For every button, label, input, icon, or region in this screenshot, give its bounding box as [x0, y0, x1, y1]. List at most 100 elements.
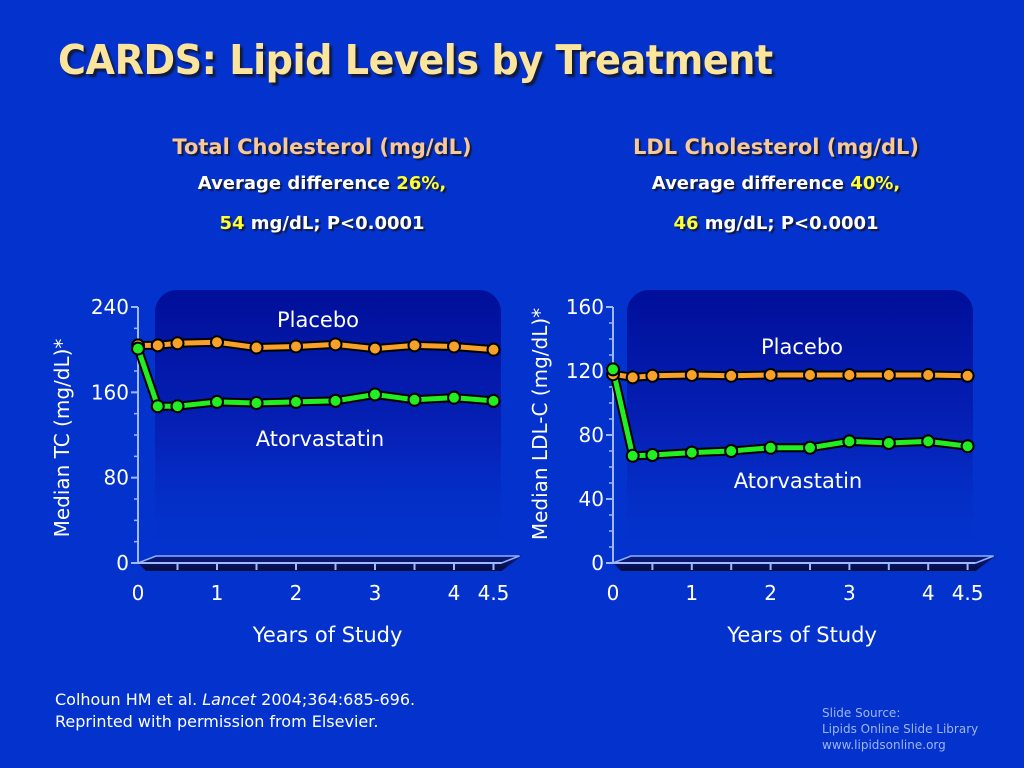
- tc-atorvastatin-point: [131, 341, 145, 356]
- citation-ref: 2004;364:685-696.: [261, 690, 416, 709]
- ldl-placebo-point: [763, 368, 778, 382]
- tc-x-tick-label: 4: [448, 581, 461, 605]
- ldl-x-tick-label: 1: [685, 581, 698, 605]
- tc-placebo-point: [486, 342, 501, 357]
- ldl-atorvastatin-point: [763, 440, 778, 455]
- ldl-placebo-point: [803, 368, 817, 382]
- tc-x-tick-label: 3: [369, 581, 382, 605]
- ldl-x-axis-title: Years of Study: [726, 623, 877, 647]
- tc-atorvastatin-point: [210, 394, 224, 409]
- ldl-y-axis-title: Median LDL-C (mg/dL)*: [528, 308, 552, 540]
- tc-floor-edge: [137, 555, 520, 564]
- ldl-x-tick-label: 3: [843, 581, 856, 605]
- slide-title: CARDS: Lipid Levels by Treatment: [58, 36, 773, 84]
- ldl-avg-diff-label: Average difference: [651, 173, 845, 194]
- tc-atorvastatin-point: [486, 393, 501, 408]
- tc-heading: Total Cholesterol (mg/dL): [172, 135, 472, 159]
- tc-y-tick-label: 240: [91, 295, 129, 319]
- ldl-avg-diff-percent: 40%,: [850, 173, 901, 194]
- tc-placebo-point: [289, 339, 303, 354]
- citation-line-2: Reprinted with permission from Elsevier.: [55, 712, 379, 731]
- tc-atorvastatin-point: [407, 392, 422, 407]
- ldl-placebo-point: [921, 368, 936, 382]
- ldl-atorvastatin-point: [881, 436, 896, 450]
- source-line-2: Lipids Online Slide Library: [822, 722, 979, 736]
- tc-atorvastatin-point: [447, 390, 461, 405]
- tc-diff-mgdl-line: 54 mg/dL; P<0.0001: [92, 204, 552, 244]
- tc-x-tick-label: 0: [132, 581, 145, 605]
- ldl-y-tick-label: 120: [566, 359, 604, 383]
- citation-line-1: Colhoun HM et al. Lancet 2004;364:685-69…: [55, 689, 415, 711]
- tc-series-label-atorvastatin: Atorvastatin: [256, 427, 384, 451]
- ldl-atorvastatin-point: [606, 362, 620, 377]
- source-line-1: Slide Source:: [822, 706, 901, 720]
- tc-placebo-point: [249, 340, 264, 355]
- ldl-diff-mgdl-line: 46 mg/dL; P<0.0001: [546, 204, 1006, 244]
- tc-atorvastatin-point: [289, 394, 303, 409]
- tc-summary: Total Cholesterol (mg/dL) Average differ…: [92, 130, 552, 244]
- tc-atorvastatin-point: [170, 399, 185, 414]
- tc-diff-mgdl-suffix: mg/dL; P<0.0001: [250, 213, 425, 234]
- ldl-placebo-point: [625, 370, 640, 385]
- ldl-atorvastatin-point: [625, 448, 640, 463]
- ldl-atorvastatin-point: [960, 439, 975, 454]
- ldl-atorvastatin-point: [645, 448, 660, 462]
- ldl-atorvastatin-point: [724, 444, 739, 458]
- tc-avg-diff-line: Average difference 26%,: [92, 164, 552, 204]
- source-line-3[interactable]: www.lipidsonline.org: [822, 738, 946, 752]
- tc-y-tick-label: 0: [116, 551, 129, 575]
- ldl-atorvastatin-point: [921, 434, 936, 449]
- ldl-x-tick-label: 4.5: [952, 581, 984, 605]
- ldl-floor-edge: [612, 555, 994, 564]
- ldl-y-tick-label: 160: [566, 295, 604, 319]
- ldl-heading: LDL Cholesterol (mg/dL): [632, 135, 919, 159]
- slide-source: Slide Source: Lipids Online Slide Librar…: [822, 705, 978, 753]
- ldl-avg-diff-line: Average difference 40%,: [546, 164, 1006, 204]
- tc-placebo-point: [150, 338, 165, 353]
- tc-placebo-point: [447, 339, 461, 354]
- ldl-placebo-point: [724, 368, 739, 383]
- tc-placebo-point: [407, 338, 422, 353]
- tc-placebo-point: [210, 335, 224, 350]
- ldl-series-label-placebo: Placebo: [761, 335, 843, 359]
- ldl-x-tick-label: 4: [922, 581, 935, 605]
- citation-authors: Colhoun HM et al.: [55, 690, 198, 709]
- ldl-chart: 0 40 80 120 160 0 1 2 3 4 4.5 Years of Study Median …: [528, 290, 996, 647]
- tc-atorvastatin-point: [249, 396, 264, 410]
- tc-placebo-point: [328, 337, 343, 352]
- tc-y-axis-title: Median TC (mg/dL)*: [50, 339, 74, 538]
- tc-plot-panel: [155, 290, 501, 562]
- tc-diff-mgdl-value: 54: [219, 213, 245, 234]
- tc-series-label-placebo: Placebo: [277, 308, 359, 332]
- tc-x-tick-label: 2: [290, 581, 303, 605]
- ldl-diff-mgdl-value: 46: [673, 213, 699, 234]
- ldl-atorvastatin-point: [803, 440, 817, 455]
- ldl-diff-mgdl-suffix: mg/dL; P<0.0001: [704, 213, 879, 234]
- ldl-atorvastatin-point: [684, 445, 699, 460]
- ldl-x-tick-label: 2: [764, 581, 777, 605]
- ldl-y-tick-label: 40: [579, 487, 604, 511]
- ldl-placebo-point: [684, 368, 699, 382]
- tc-x-tick-label: 1: [211, 581, 224, 605]
- tc-x-axis-title: Years of Study: [252, 623, 403, 647]
- tc-atorvastatin-point: [150, 399, 165, 414]
- tc-placebo-point: [170, 336, 185, 351]
- citation: Colhoun HM et al. Lancet 2004;364:685-69…: [55, 689, 415, 733]
- tc-y-tick-label: 160: [91, 380, 129, 404]
- tc-placebo-point: [368, 341, 382, 356]
- tc-chart: 0 80 160 240 0 1 2 3 4 4.5 Years of Study Median TC…: [50, 290, 522, 647]
- ldl-placebo-point: [960, 368, 975, 383]
- ldl-placebo-point: [881, 368, 896, 382]
- ldl-placebo-point: [645, 368, 660, 383]
- tc-atorvastatin-point: [368, 387, 382, 402]
- ldl-summary: LDL Cholesterol (mg/dL) Average differen…: [546, 130, 1006, 244]
- citation-journal: Lancet: [202, 690, 257, 709]
- ldl-y-tick-label: 80: [579, 423, 604, 447]
- tc-avg-diff-percent: 26%,: [396, 173, 447, 194]
- ldl-plot-panel: [627, 290, 973, 562]
- ldl-placebo-line: [612, 371, 968, 380]
- ldl-x-tick-label: 0: [607, 581, 620, 605]
- ldl-series-label-atorvastatin: Atorvastatin: [734, 469, 862, 493]
- ldl-placebo-point: [842, 368, 857, 382]
